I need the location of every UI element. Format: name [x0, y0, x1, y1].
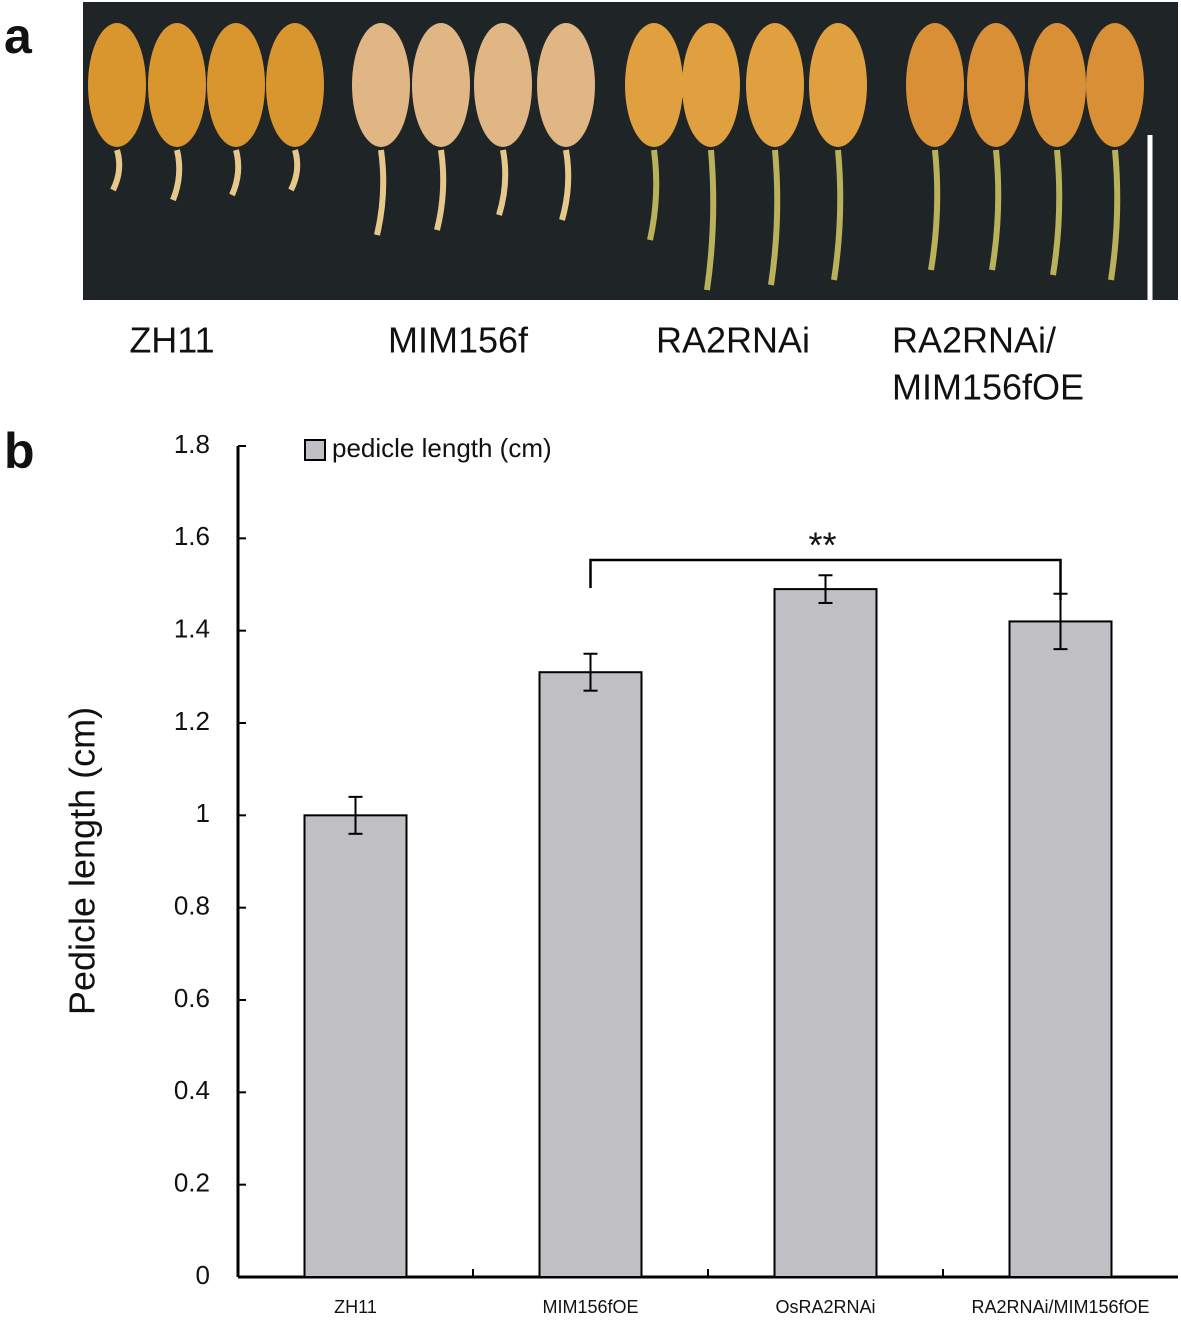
stem [374, 149, 387, 236]
x-tick-label: MIM156fOE [542, 1297, 638, 1317]
stem [704, 149, 717, 291]
panel-label: a [4, 8, 33, 64]
stem [647, 149, 660, 241]
grain [148, 23, 206, 147]
stem [928, 149, 941, 271]
bar [1008, 620, 1113, 1278]
grains [88, 23, 1144, 291]
y-tick-label: 0.8 [174, 891, 210, 921]
y-tick-label: 0.6 [174, 983, 210, 1013]
bar [303, 814, 408, 1278]
grain [266, 23, 324, 147]
stem [989, 149, 1002, 271]
grain [967, 23, 1025, 147]
stem [1108, 149, 1121, 281]
y-axis-title: Pedicle length (cm) [62, 707, 103, 1015]
y-tick-label: 0.2 [174, 1168, 210, 1198]
stem [170, 149, 183, 202]
legend-swatch [304, 439, 326, 461]
y-tick-label: 1 [196, 798, 210, 828]
error-bar [583, 652, 598, 692]
panel-label: b [4, 423, 35, 479]
grain [625, 23, 683, 147]
y-tick-label: 1.6 [174, 521, 210, 551]
grain [412, 23, 470, 147]
annotation: ** [808, 525, 836, 566]
stem [496, 149, 509, 216]
significance-bracket [589, 558, 1062, 600]
photo-label: ZH11 [129, 320, 214, 361]
photo-label: RA2RNAi/ [892, 320, 1056, 361]
grain [537, 23, 595, 147]
photo-label: MIM156fOE [892, 367, 1084, 408]
grain [474, 23, 532, 147]
stem [831, 149, 844, 281]
x-tick-label: RA2RNAi/MIM156fOE [971, 1297, 1149, 1317]
grain [906, 23, 964, 147]
y-tick-label: 1.2 [174, 706, 210, 736]
legend-label: pedicle length (cm) [332, 433, 552, 463]
photo-label: MIM156f [388, 320, 529, 361]
y-tick-label: 1.8 [174, 429, 210, 459]
y-tick-label: 1.4 [174, 614, 210, 644]
y-tick-label: 0 [196, 1260, 210, 1290]
error-bar [348, 795, 363, 835]
stem [434, 149, 447, 231]
stem [1050, 149, 1063, 276]
stem [288, 149, 301, 192]
x-tick-label: ZH11 [334, 1297, 377, 1317]
error-bar [818, 574, 833, 604]
grain [207, 23, 265, 147]
grain [809, 23, 867, 147]
grain [1028, 23, 1086, 147]
stem [110, 149, 123, 192]
stem [768, 149, 781, 286]
bar [773, 588, 878, 1278]
stem [559, 149, 572, 221]
grain [88, 23, 146, 147]
grain [746, 23, 804, 147]
x-tick-label: OsRA2RNAi [775, 1297, 875, 1317]
photo-label: RA2RNAi [656, 320, 810, 361]
grain [352, 23, 410, 147]
grain [1086, 23, 1144, 147]
y-tick-label: 0.4 [174, 1075, 210, 1105]
stem [229, 149, 242, 197]
grain [682, 23, 740, 147]
bar [538, 671, 643, 1278]
